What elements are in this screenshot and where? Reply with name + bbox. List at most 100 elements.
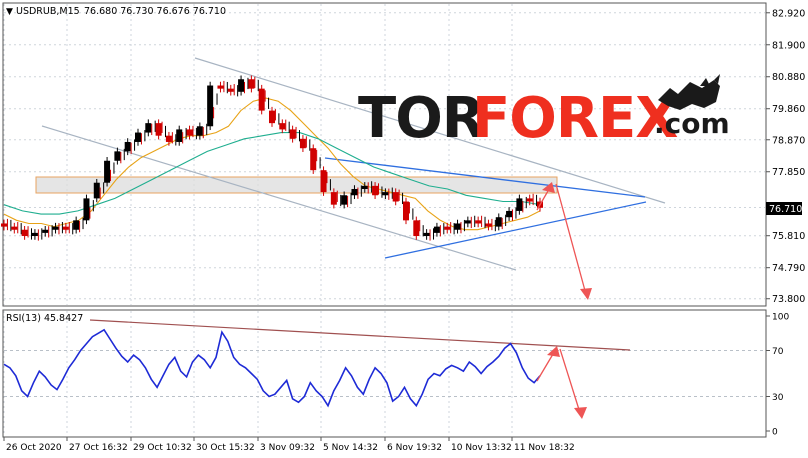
candle-body: [1, 223, 7, 227]
candle-body: [269, 110, 275, 124]
y-tick-label: 79.860: [772, 104, 805, 115]
x-axis: 26 Oct 2020 27 Oct 16:32 29 Oct 10:32 30 Oc…: [3, 437, 575, 453]
candle-body: [217, 85, 224, 89]
candle-body: [124, 141, 131, 152]
candle-body: [464, 220, 471, 224]
candle-body: [196, 126, 203, 136]
candle-body: [392, 192, 399, 202]
candle-body: [351, 188, 358, 196]
y-tick-label: 74.790: [772, 263, 805, 274]
forecast-arrow-main-down: [555, 183, 588, 299]
forecast-arrowhead-main-down: [580, 288, 592, 300]
brand-forex: FOREX: [472, 86, 678, 151]
candle-body: [62, 226, 69, 230]
candle-body: [330, 192, 337, 205]
y-axis-main: 82.920 81.900 80.880 79.860 78.870 77.850 75.8…: [766, 8, 805, 305]
candle-body: [248, 79, 255, 89]
candle-body: [444, 226, 451, 230]
current-price-label: 76.710: [769, 204, 802, 215]
rsi-resistance-line: [89, 319, 631, 351]
rsi-tick-label: 70: [772, 347, 784, 357]
forecast-arrow-rsi-down: [559, 348, 582, 417]
candle-body: [31, 232, 38, 237]
triangle-line-lower: [384, 201, 647, 259]
channel-line-lower: [41, 125, 517, 271]
rsi-grid: [3, 311, 765, 436]
main-grid: [3, 4, 765, 305]
candle-body: [382, 192, 389, 196]
candle-body: [475, 220, 482, 224]
candle-body: [433, 226, 440, 233]
bull-bear-icon: [658, 74, 720, 110]
current-price-marker: [766, 202, 802, 215]
candle-body: [485, 223, 492, 227]
candle-body: [21, 229, 28, 237]
candle-body: [495, 217, 502, 227]
x-tick-label: 10 Nov 13:32: [451, 443, 512, 453]
brand-tor: TOR: [358, 86, 484, 151]
y-tick-label: 81.900: [772, 40, 805, 51]
candle-body: [310, 148, 317, 171]
candle-body: [114, 151, 121, 161]
candle-body: [299, 138, 306, 149]
rsi-title: RSI(13) 45.8427: [6, 313, 83, 324]
forecast-arrowhead-rsi-down: [574, 407, 587, 419]
x-tick-label: 26 Oct 2020: [6, 443, 62, 453]
candle-body: [104, 160, 111, 183]
candle-body: [145, 123, 152, 133]
candle-body: [526, 198, 533, 202]
ohlc-header: 76.680 76.730 76.676 76.710: [84, 6, 226, 17]
y-tick-label: 75.810: [772, 231, 805, 242]
candle-body: [289, 129, 296, 139]
rsi-series-line: [3, 328, 541, 408]
candle-body: [52, 226, 59, 230]
candle-body: [372, 185, 379, 196]
chart-title: USDRUB,M15: [16, 6, 80, 17]
candle-body: [454, 223, 461, 230]
triangle-line-upper: [324, 157, 646, 198]
candle-body: [341, 195, 348, 205]
candle-body: [11, 226, 18, 230]
channel-line-upper: [194, 57, 666, 204]
candle-body: [135, 132, 141, 142]
torforex-logo: TOR FOREX .com: [358, 74, 730, 151]
y-tick-label: 78.870: [772, 135, 805, 146]
candle-body: [186, 129, 193, 136]
y-tick-label: 73.800: [772, 294, 805, 305]
candle-body: [361, 185, 368, 189]
candle-body: [93, 182, 100, 199]
candle-body: [403, 201, 409, 221]
y-axis-rsi: 100 70 30 0: [766, 313, 789, 438]
candle-body: [506, 210, 513, 218]
x-tick-label: 3 Nov 09:32: [260, 443, 315, 453]
y-tick-label: 77.850: [772, 167, 805, 178]
candle-body: [320, 170, 327, 193]
forecast-arrowhead-main-up: [542, 182, 555, 193]
price-candles: [1, 75, 543, 241]
candle-body: [279, 123, 286, 130]
y-tick-label: 80.880: [772, 72, 805, 83]
rsi-line: [3, 328, 541, 408]
candle-body: [423, 232, 430, 237]
x-tick-label: 27 Oct 16:32: [69, 443, 128, 453]
candle-body: [413, 220, 420, 237]
x-tick-label: 6 Nov 19:32: [387, 443, 442, 453]
candle-body: [258, 88, 265, 111]
brand-com: .com: [654, 107, 730, 140]
candle-body: [238, 79, 245, 92]
candle-body: [83, 198, 90, 221]
x-tick-label: 5 Nov 14:32: [323, 443, 378, 453]
x-tick-label: 29 Oct 10:32: [133, 443, 192, 453]
candle-body: [516, 198, 523, 211]
candle-body: [42, 229, 49, 233]
candle-body: [227, 88, 234, 92]
candle-body: [165, 135, 172, 142]
rsi-tick-label: 0: [772, 428, 778, 438]
x-tick-label: 30 Oct 15:32: [196, 443, 255, 453]
candle-body: [73, 220, 80, 230]
candle-body: [155, 123, 162, 136]
symbol-caret-icon[interactable]: ▼: [6, 7, 13, 17]
rsi-tick-label: 30: [772, 393, 784, 403]
forecast-arrowhead-rsi-up: [547, 346, 560, 357]
